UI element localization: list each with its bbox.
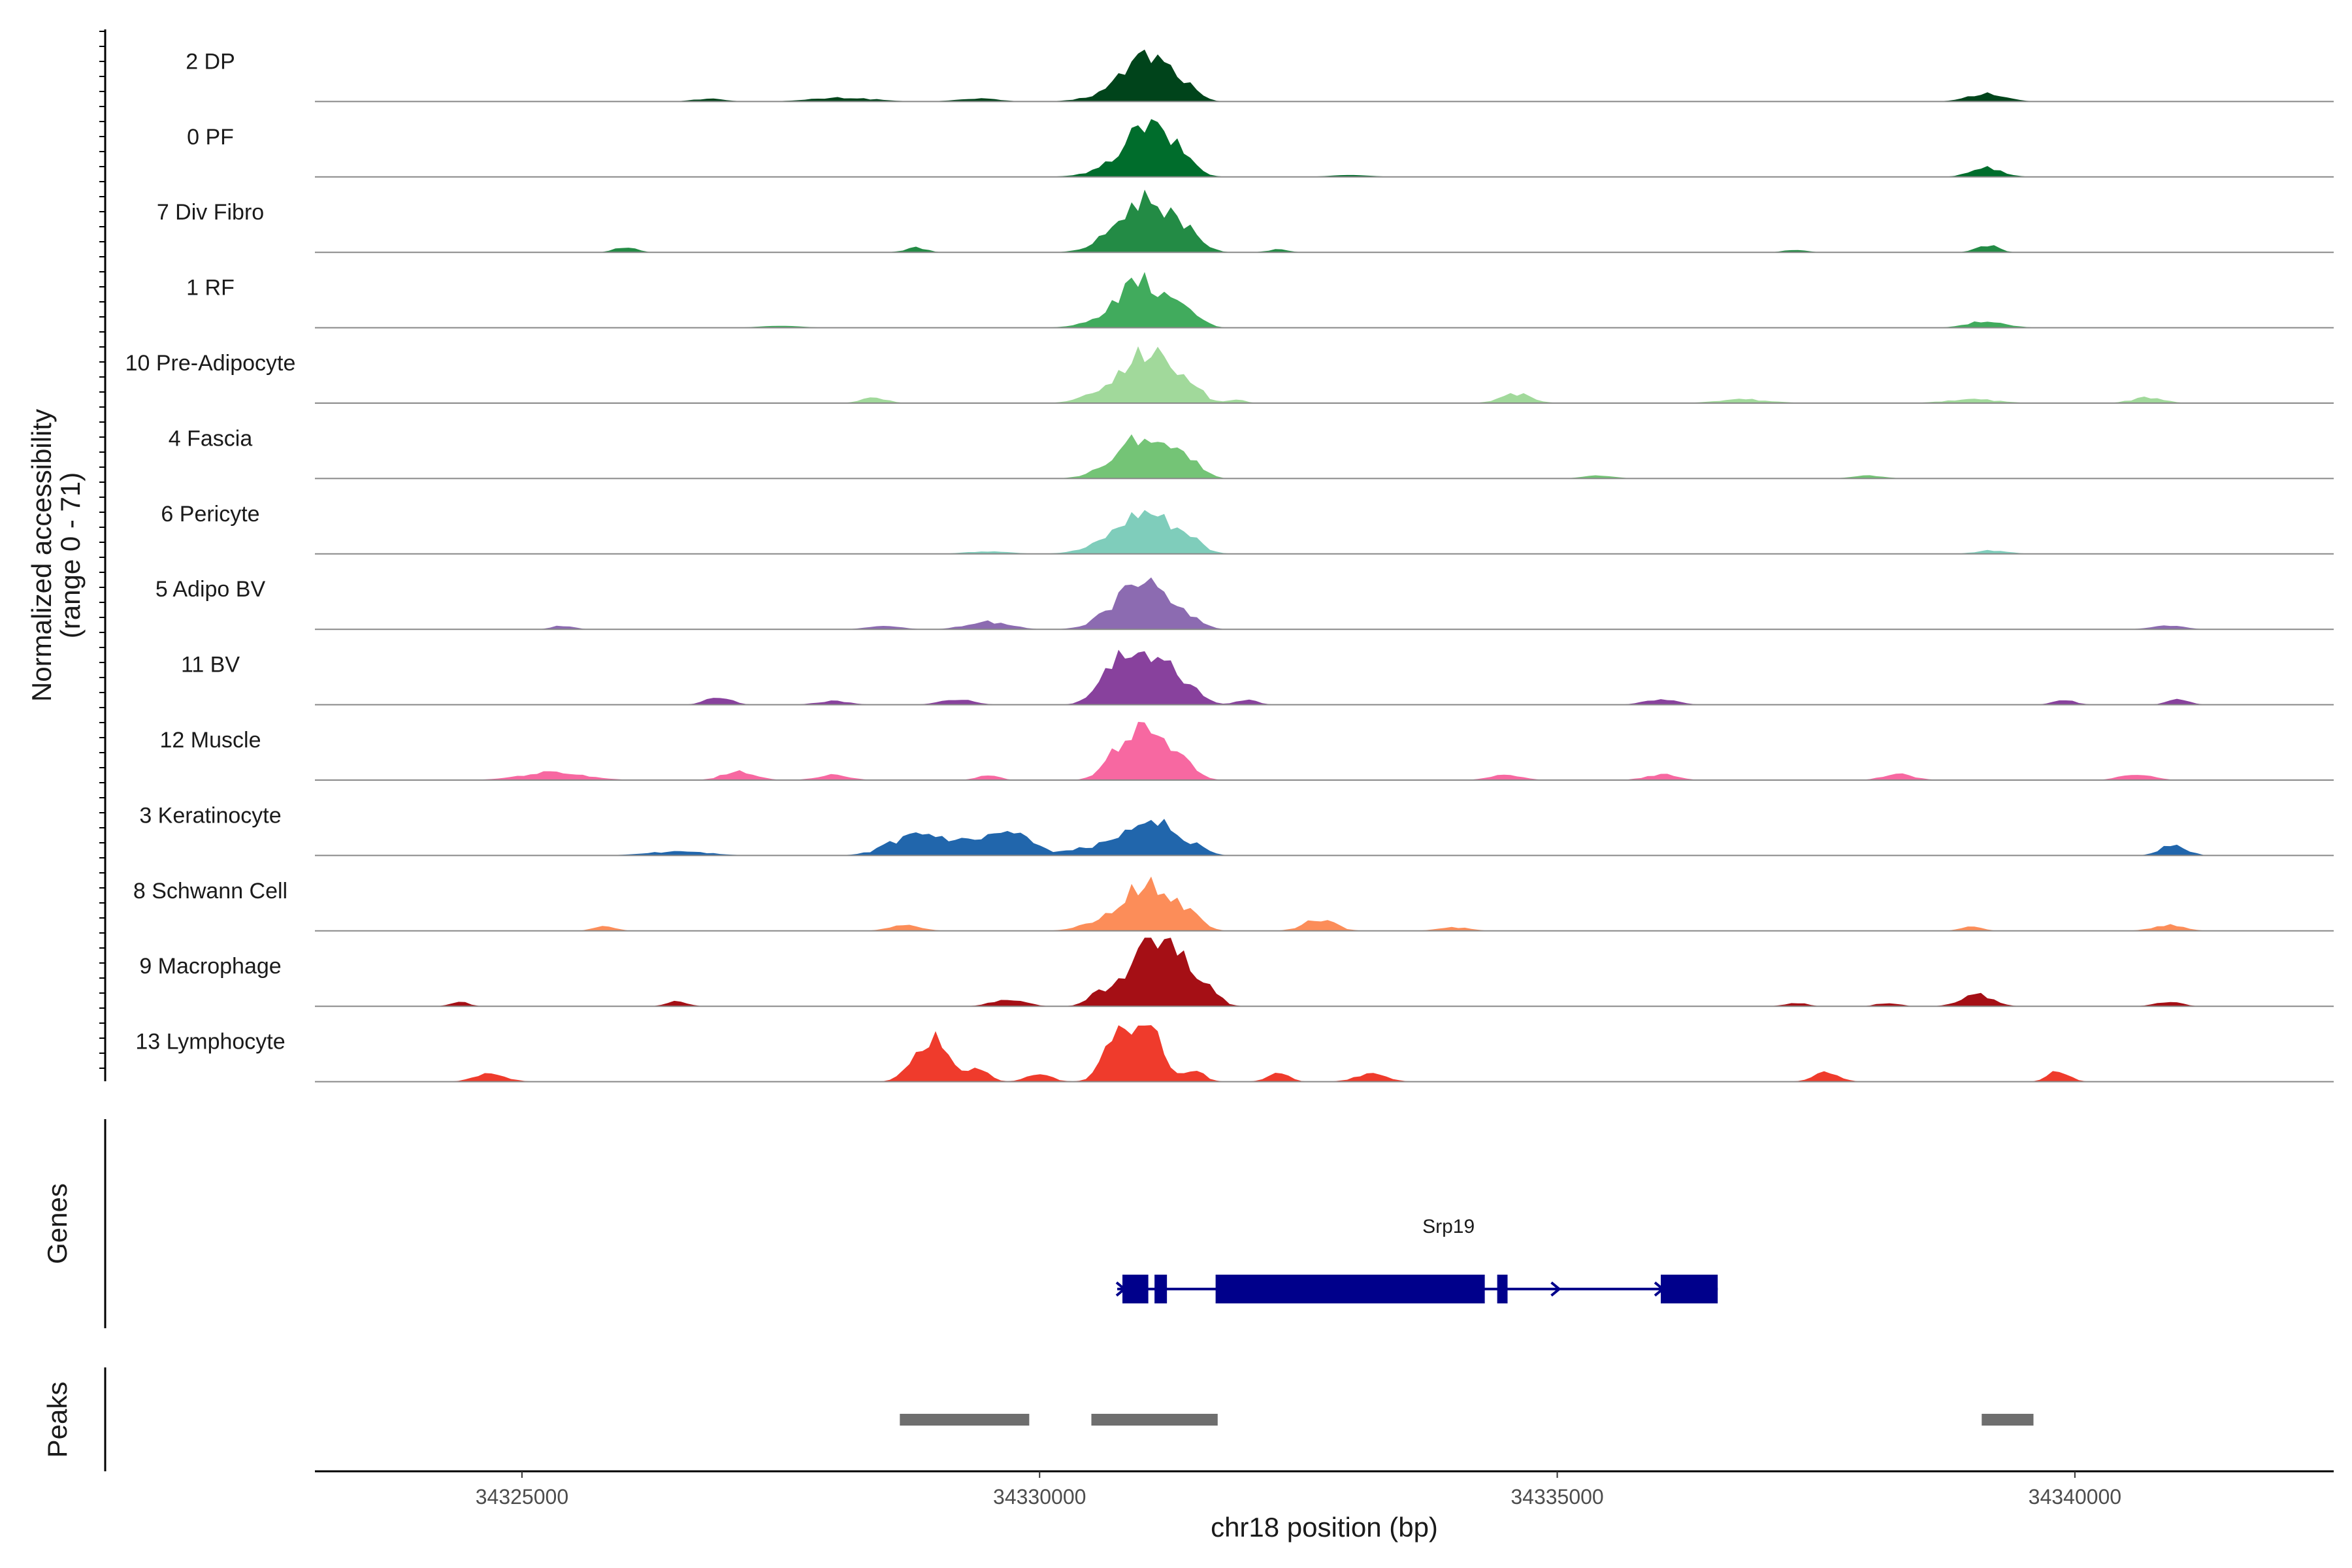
gene-exon [1122,1275,1149,1303]
track-area [315,434,2334,479]
track-area [315,510,2334,554]
track-label: 12 Muscle [160,728,261,753]
track: 6 Pericyte [161,502,2334,555]
gene-label: Srp19 [1422,1216,1475,1237]
coverage-tracks: 2 DP 0 PF 7 Div Fibro 1 RF 10 Pre-Adipocyte 4… [125,49,2334,1083]
track-label: 4 Fascia [169,426,253,451]
y-axis-minor-ticks [99,31,105,1069]
x-tick-label: 34335000 [1511,1485,1603,1509]
track-label: 2 DP [186,49,235,74]
track-label: 13 Lymphocyte [135,1030,285,1054]
track-area [315,346,2334,403]
track-label: 6 Pericyte [161,502,259,527]
track: 5 Adipo BV [155,577,2334,630]
track: 8 Schwann Cell [133,876,2334,932]
gene-exon [1154,1275,1168,1303]
track-label: 3 Keratinocyte [139,803,281,828]
track-label: 1 RF [186,276,235,301]
track: 2 DP [186,49,2334,103]
track: 1 RF [186,272,2334,329]
track-area [315,49,2334,102]
x-axis-ticks: 34325000 34330000 34335000 34340000 [476,1471,2121,1509]
gene-exon [1497,1275,1508,1303]
track: 9 Macrophage [139,938,2334,1007]
x-tick-label: 34330000 [993,1485,1086,1509]
y-axis-title-line2: (range 0 - 71) [55,472,86,638]
track-area [315,577,2334,630]
strand-arrow [1550,1281,1561,1297]
track-label: 11 BV [181,653,240,678]
x-tick-label: 34325000 [476,1485,568,1509]
peak-regions [900,1414,2034,1426]
peak-region [900,1414,1030,1426]
track-label: 7 Div Fibro [157,200,264,225]
peak-region [1982,1414,2034,1426]
gene-exon [1661,1275,1718,1303]
track-area [315,189,2334,253]
gene-model: Srp19 [1115,1216,1718,1303]
track: 12 Muscle [160,721,2334,781]
strand-arrow [1654,1281,1665,1297]
y-axis-title-line1: Normalized accessibility [26,409,57,702]
track: 10 Pre-Adipocyte [125,346,2334,404]
track-area [315,876,2334,931]
track: 0 PF [187,119,2334,178]
track-label: 10 Pre-Adipocyte [125,351,296,376]
track-area [315,649,2334,705]
peak-region [1091,1414,1218,1426]
track-area [315,1025,2334,1082]
track: 4 Fascia [169,426,2334,480]
track-area [315,272,2334,328]
track-area [315,938,2334,1007]
x-axis-title: chr18 position (bp) [1211,1512,1438,1543]
genes-panel-label: Genes [42,1183,73,1264]
peaks-panel-label: Peaks [42,1382,73,1458]
track-area [315,819,2334,856]
strand-arrow [1115,1281,1127,1297]
track: 7 Div Fibro [157,189,2334,253]
track-area [315,119,2334,177]
track: 3 Keratinocyte [139,803,2334,857]
track-area [315,721,2334,780]
track-label: 9 Macrophage [139,954,281,979]
track: 11 BV [181,649,2334,706]
track-label: 0 PF [187,125,234,150]
track-label: 8 Schwann Cell [133,879,287,904]
track: 13 Lymphocyte [135,1025,2334,1083]
track-label: 5 Adipo BV [155,577,266,602]
x-tick-label: 34340000 [2029,1485,2121,1509]
gene-exon [1215,1275,1485,1303]
